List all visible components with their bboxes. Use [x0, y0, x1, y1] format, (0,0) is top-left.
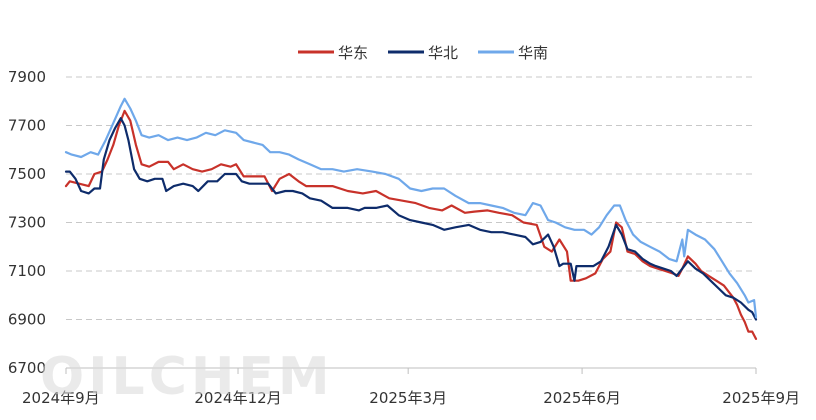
legend-label: 华北 [428, 44, 458, 62]
legend-label: 华东 [338, 44, 368, 62]
legend-label: 华南 [518, 44, 548, 62]
y-tick-label: 6900 [8, 311, 46, 329]
x-tick-label: 2024年12月 [194, 389, 281, 407]
y-tick-label: 7500 [8, 165, 46, 183]
series-line-华南 [64, 97, 758, 319]
series-lines [64, 97, 758, 340]
x-tick-label: 2025年9月 [722, 389, 800, 407]
y-tick-label: 7300 [8, 214, 46, 232]
x-tick-label: 2025年3月 [369, 389, 447, 407]
y-tick-label: 7700 [8, 117, 46, 135]
y-tick-label: 7900 [8, 68, 46, 86]
x-tick-label: 2025年6月 [543, 389, 621, 407]
y-axis: 6700 6900 7100 7300 7500 7700 7900 [8, 68, 46, 377]
watermark-logo: OILCHEM [40, 347, 334, 407]
grid-lines [66, 76, 756, 320]
y-tick-label: 6700 [8, 359, 46, 377]
y-tick-label: 7100 [8, 262, 46, 280]
chart-legend: 华东 华北 华南 [298, 44, 548, 62]
x-axis: 2024年9月 2024年12月 2025年3月 2025年6月 2025年9月 [22, 367, 800, 407]
x-tick-label: 2024年9月 [22, 389, 100, 407]
series-line-华东 [64, 109, 758, 340]
series-line-华北 [64, 117, 758, 321]
